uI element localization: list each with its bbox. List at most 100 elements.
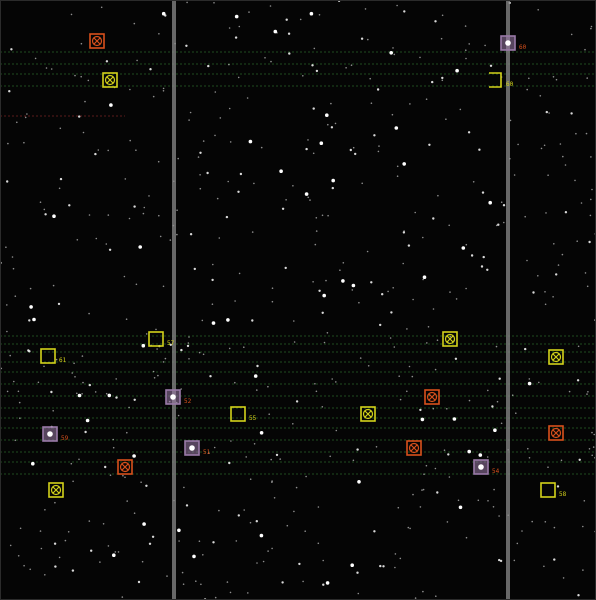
star [245,456,247,458]
star [219,117,222,119]
star [484,44,486,47]
marker-x-orange-c2[interactable] [406,440,422,456]
star [249,521,252,524]
star [495,345,498,348]
marker-x-yellow-l1[interactable] [48,482,64,498]
star [5,246,7,248]
star [465,57,467,60]
marker-box [424,389,440,405]
star [193,267,196,271]
star [587,391,589,393]
star [267,550,269,552]
star [107,149,109,152]
star [80,75,82,78]
star [396,175,399,177]
star [28,350,31,353]
star [228,27,231,29]
marker-x-yellow-tl[interactable] [102,72,118,88]
star [31,461,35,466]
star [478,148,481,151]
star [177,414,180,417]
star [226,581,229,583]
star [293,320,295,322]
marker-layer: 60 60 61 57 52 55 59 51 54 58 [40,33,567,498]
marker-box [540,482,556,498]
star [358,301,360,304]
marker-x-yellow-c2[interactable] [360,406,376,422]
star [591,431,593,434]
marker-x-orange-r1[interactable] [548,425,564,441]
marker-x-yellow-c1[interactable] [442,331,458,347]
marker-x-orange-l1[interactable] [117,459,133,475]
star [304,192,309,196]
star [18,401,21,404]
star [421,489,423,491]
star [198,540,201,542]
star [547,174,549,176]
star [378,145,380,147]
star [419,408,422,412]
star [185,44,188,47]
star [449,291,451,293]
star [422,590,424,593]
star [6,304,8,306]
star [528,77,530,80]
star [448,476,451,478]
star [407,526,410,529]
star [322,583,325,586]
star [329,455,332,458]
star [78,458,80,461]
star [577,594,580,597]
star [10,48,13,51]
marker-58-right[interactable]: 58 [540,482,567,498]
marker-60-bracket[interactable]: 60 [489,72,514,88]
star [53,542,57,545]
star [67,531,70,533]
star [58,556,61,559]
marker-label: 60 [506,81,514,88]
star [148,195,150,197]
marker-box [442,331,458,347]
marker-59-left[interactable]: 59 [42,426,69,442]
marker-57[interactable]: 57 [148,331,175,347]
star [553,526,556,529]
star [452,417,457,421]
star [141,343,146,348]
star [108,248,112,251]
marker-60-top-right[interactable]: 60 [500,35,527,51]
marker-54[interactable]: 54 [473,459,500,475]
star [369,77,372,80]
star [302,75,304,77]
star [422,278,424,281]
star [71,569,75,572]
marker-51[interactable]: 51 [184,440,211,456]
star [52,410,54,412]
star [24,116,27,119]
marker-52[interactable]: 52 [165,389,192,405]
star [237,190,240,193]
star [528,457,531,459]
marker-x-orange-c1[interactable] [424,389,440,405]
star [198,351,201,354]
star [132,454,136,458]
star [95,237,98,240]
star [455,298,458,300]
star [77,393,82,398]
star [313,47,316,50]
star [216,197,219,200]
star [199,151,202,154]
star [251,231,254,233]
marker-61-left[interactable]: 61 [40,348,67,364]
star [286,524,289,527]
star [197,156,200,158]
marker-55[interactable]: 55 [230,406,257,422]
marker-x-orange-tl[interactable] [89,33,105,49]
star [408,365,411,368]
star [493,488,495,491]
marker-circle [362,408,374,420]
star [214,91,217,93]
star [586,393,588,395]
star [315,69,319,73]
marker-x-yellow-r1[interactable] [548,349,564,365]
